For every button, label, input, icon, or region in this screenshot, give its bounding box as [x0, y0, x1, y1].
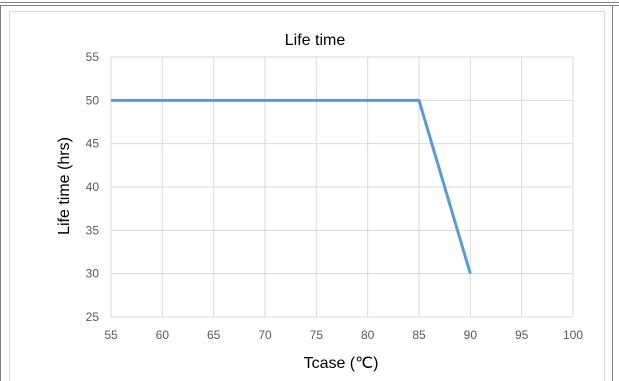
x-tick-label: 80 [361, 328, 375, 342]
x-axis-title: Tcase (℃) [304, 355, 379, 372]
x-tick-label: 75 [310, 328, 324, 342]
x-tick-label: 95 [515, 328, 529, 342]
x-tick-label: 90 [464, 328, 478, 342]
y-axis-title: Life time (hrs) [56, 137, 73, 235]
x-tick-labels: 55 60 65 70 75 80 85 90 95 100 [104, 328, 583, 342]
y-tick-label: 40 [86, 180, 100, 194]
page-border-left [0, 5, 1, 381]
x-tick-label: 85 [412, 328, 426, 342]
chart-title: Life time [285, 32, 346, 49]
y-tick-label: 55 [86, 50, 100, 64]
chart-area [9, 11, 605, 381]
page-border-right [612, 5, 613, 381]
page-border-top-inner [0, 5, 619, 6]
x-tick-label: 60 [156, 328, 170, 342]
x-tick-label: 55 [104, 328, 118, 342]
page-border-top [0, 2, 619, 3]
y-tick-labels: 25 30 35 40 45 50 55 [86, 50, 100, 324]
series-line-0 [111, 98, 472, 275]
x-tick-label: 70 [258, 328, 272, 342]
y-tick-label: 25 [86, 310, 100, 324]
x-tick-label: 65 [207, 328, 221, 342]
y-tick-label: 30 [86, 267, 100, 281]
y-tick-label: 50 [86, 93, 100, 107]
series-lines [111, 98, 472, 275]
y-tick-label: 35 [86, 223, 100, 237]
horizontal-gridlines [111, 56, 573, 318]
y-tick-label: 45 [86, 137, 100, 151]
x-tick-label: 100 [563, 328, 583, 342]
